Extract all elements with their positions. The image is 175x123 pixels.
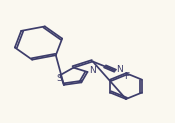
Text: N: N [116, 65, 123, 74]
Text: F: F [124, 72, 130, 81]
Text: S: S [57, 74, 62, 83]
Text: N: N [89, 66, 96, 76]
